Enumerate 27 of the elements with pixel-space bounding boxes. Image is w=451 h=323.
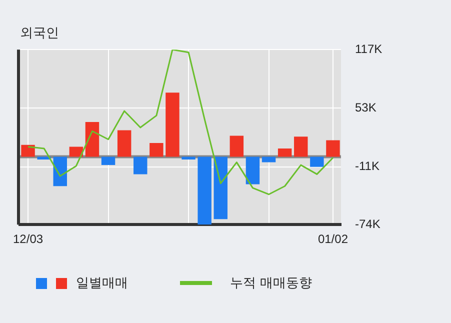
bar — [85, 122, 100, 157]
bar — [101, 156, 116, 166]
legend-label: 일별매매 — [76, 275, 128, 292]
bar — [246, 156, 260, 184]
x-tick-label: 01/02 — [318, 232, 348, 246]
legend-label: 누적 매매동향 — [230, 275, 312, 292]
bar — [134, 156, 148, 174]
bar — [182, 156, 196, 160]
bar — [230, 136, 244, 157]
bar — [117, 130, 132, 157]
y-tick-label: -11K — [355, 159, 380, 174]
bar — [69, 146, 84, 157]
y-tick-label: 53K — [355, 100, 376, 115]
bar — [310, 156, 324, 167]
bar — [326, 140, 340, 157]
bar — [278, 148, 292, 157]
x-tick-label: 12/03 — [13, 232, 44, 246]
y-tick-label: 117K — [355, 42, 382, 56]
chart-title: 외국인 — [20, 26, 59, 42]
bar — [214, 156, 228, 220]
bar — [21, 144, 35, 157]
bar — [294, 136, 308, 157]
bar — [198, 156, 212, 225]
bar — [150, 143, 164, 157]
bar — [262, 156, 276, 162]
y-tick-label: -74K — [355, 216, 380, 231]
bar — [166, 92, 180, 157]
